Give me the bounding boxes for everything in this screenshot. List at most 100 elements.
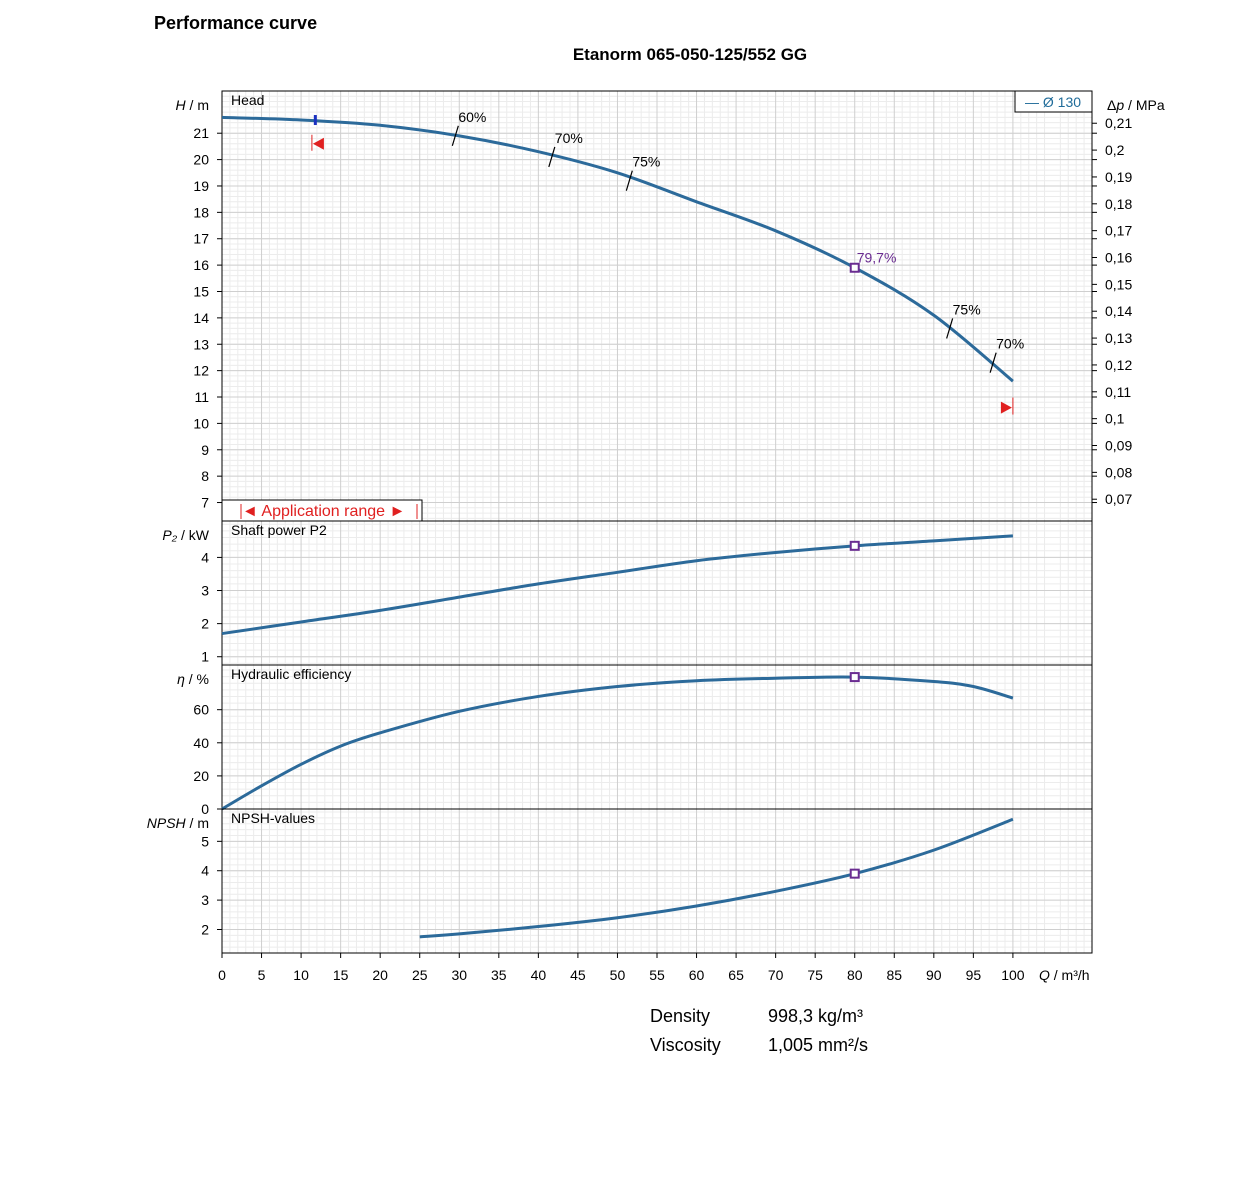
x-tick-label: 100: [1001, 967, 1025, 983]
panel-title: NPSH-values: [231, 810, 315, 826]
x-tick-label: 25: [412, 967, 428, 983]
y-tick-label: 11: [194, 389, 209, 405]
y-tick-label: 8: [201, 468, 209, 484]
x-tick-label: 65: [728, 967, 744, 983]
chart-subtitle: Etanorm 065-050-125/552 GG: [572, 45, 808, 64]
y-right-tick-label: 0,15: [1105, 276, 1132, 292]
x-tick-label: 0: [218, 967, 226, 983]
y-tick-label: 10: [193, 415, 209, 431]
y-tick-label: 21: [193, 125, 209, 141]
x-axis-label: Q / m³/h: [1039, 967, 1090, 983]
y-tick-label: 15: [193, 283, 209, 299]
x-tick-label: 30: [451, 967, 467, 983]
efficiency-mark: [989, 352, 997, 373]
y-tick-label: 12: [193, 363, 209, 379]
viscosity-label: Viscosity: [650, 1035, 721, 1055]
y-right-tick-label: 0,07: [1105, 491, 1132, 507]
viscosity-row: Viscosity 1,005 mm²/s: [650, 1035, 868, 1064]
y-tick-label: 4: [201, 549, 209, 565]
legend-box: [1014, 90, 1093, 113]
efficiency-mark-label: 70%: [555, 130, 583, 146]
efficiency-mark: [548, 146, 556, 168]
y-tick-label: 3: [201, 583, 209, 599]
bep-marker: [849, 672, 860, 683]
x-tick-label: 50: [610, 967, 626, 983]
viscosity-value: 1,005 mm²/s: [768, 1035, 869, 1055]
y-right-tick-label: 0,08: [1105, 464, 1132, 480]
y-tick-label: 7: [201, 495, 209, 511]
efficiency-mark-label: 60%: [458, 109, 486, 125]
bep-label: 79,7%: [857, 250, 897, 266]
y-tick-label: 19: [193, 178, 209, 194]
y-right-tick-label: 0,18: [1105, 196, 1132, 212]
efficiency-mark: [625, 170, 633, 191]
y-tick-label: 2: [201, 616, 209, 632]
y-right-tick-label: 0,11: [1105, 384, 1131, 400]
y-right-tick-label: 0,13: [1105, 330, 1132, 346]
y-right-axis-label: Δp / MPa: [1107, 97, 1165, 113]
y-right-tick-label: 0,09: [1105, 437, 1132, 453]
x-tick-label: 60: [689, 967, 705, 983]
curve-head: [221, 115, 1014, 383]
y-tick-label: 3: [201, 892, 209, 908]
y-axis-label: H / m: [176, 97, 209, 113]
efficiency-mark-label: 75%: [632, 154, 660, 170]
x-tick-label: 80: [847, 967, 863, 983]
y-tick-label: 16: [193, 257, 209, 273]
range-right-arrow: [1000, 401, 1012, 414]
application-range-label: ◄ Application range ►: [242, 503, 405, 520]
panel-title: Hydraulic efficiency: [231, 666, 351, 682]
curve-power: [221, 534, 1014, 636]
page-title: Performance curve: [154, 13, 318, 33]
x-tick-label: 70: [768, 967, 784, 983]
x-tick-label: 95: [966, 967, 982, 983]
panel-title: Head: [231, 92, 264, 108]
y-tick-label: 18: [193, 204, 209, 220]
density-row: Density 998,3 kg/m³: [650, 1006, 868, 1035]
efficiency-mark-label: 75%: [953, 301, 981, 317]
x-tick-label: 90: [926, 967, 942, 983]
y-tick-label: 60: [193, 702, 209, 718]
y-right-tick-label: 0,2: [1105, 142, 1125, 158]
efficiency-mark: [946, 318, 954, 339]
y-tick-label: 17: [193, 231, 209, 247]
efficiency-mark-label: 70%: [996, 336, 1024, 352]
y-right-tick-label: 0,17: [1105, 223, 1132, 239]
y-tick-label: 13: [193, 336, 209, 352]
x-tick-label: 20: [372, 967, 388, 983]
curve-efficiency: [221, 675, 1014, 811]
x-tick-label: 15: [333, 967, 349, 983]
y-tick-label: 4: [201, 863, 209, 879]
curve-npsh: [419, 817, 1014, 939]
y-tick-label: 40: [193, 735, 209, 751]
panel-title: Shaft power P2: [231, 522, 327, 538]
y-tick-label: 9: [201, 442, 209, 458]
x-tick-label: 85: [886, 967, 902, 983]
x-tick-label: 5: [258, 967, 266, 983]
fluid-properties: Density 998,3 kg/m³ Viscosity 1,005 mm²/…: [650, 1006, 868, 1064]
efficiency-mark: [451, 125, 459, 147]
x-tick-label: 45: [570, 967, 586, 983]
y-right-tick-label: 0,16: [1105, 250, 1132, 266]
y-tick-label: 5: [201, 833, 209, 849]
y-tick-label: 20: [193, 152, 209, 168]
y-right-tick-label: 0,21: [1105, 115, 1132, 131]
y-right-tick-label: 0,1: [1105, 411, 1125, 427]
y-axis-label: P₂ / kW: [162, 527, 209, 543]
bep-marker: [849, 540, 860, 551]
y-tick-label: 2: [201, 921, 209, 937]
y-tick-label: 0: [201, 801, 209, 817]
y-right-tick-label: 0,12: [1105, 357, 1132, 373]
density-label: Density: [650, 1006, 711, 1026]
bep-marker: [849, 262, 860, 273]
y-tick-label: 20: [193, 768, 209, 784]
x-tick-label: 35: [491, 967, 507, 983]
density-value: 998,3 kg/m³: [768, 1006, 864, 1026]
x-tick-label: 40: [531, 967, 547, 983]
x-tick-label: 75: [807, 967, 823, 983]
legend-label: — Ø 130: [1025, 94, 1081, 110]
y-axis-label: NPSH / m: [147, 815, 209, 831]
y-axis-label: η / %: [177, 671, 209, 687]
y-right-tick-label: 0,19: [1105, 169, 1132, 185]
y-right-tick-label: 0,14: [1105, 303, 1132, 319]
